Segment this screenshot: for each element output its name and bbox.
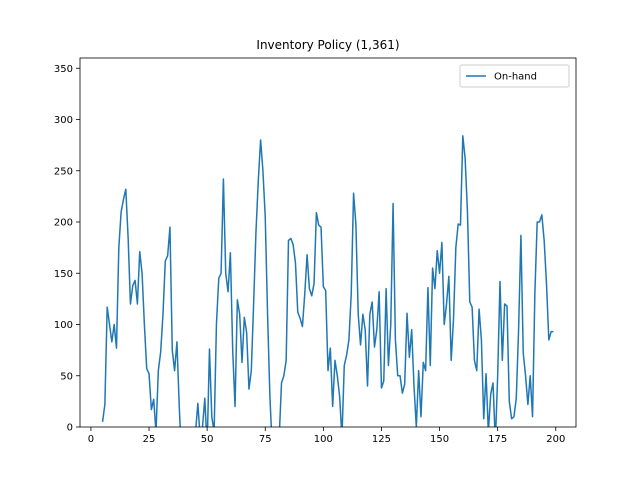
y-tick-label: 50 [60, 371, 73, 382]
y-tick-label: 250 [54, 166, 73, 177]
y-tick-label: 300 [54, 115, 73, 126]
x-tick-label: 200 [546, 434, 565, 445]
plot-area [101, 135, 554, 427]
x-tick-label: 100 [314, 434, 333, 445]
data-line [101, 135, 554, 427]
x-tick-label: 150 [430, 434, 449, 445]
y-tick-label: 150 [54, 269, 73, 280]
x-tick-label: 125 [372, 434, 391, 445]
x-tick-label: 25 [143, 434, 156, 445]
y-tick-label: 0 [67, 423, 73, 434]
x-tick-label: 50 [201, 434, 214, 445]
axes-frame [79, 57, 577, 428]
chart-title: Inventory Policy (1,361) [256, 38, 399, 52]
legend-box [459, 64, 570, 88]
y-tick-label: 200 [54, 218, 73, 229]
x-tick-label: 75 [259, 434, 272, 445]
y-tick-label: 100 [54, 320, 73, 331]
y-tick-label: 350 [54, 64, 73, 75]
x-tick-label: 175 [488, 434, 507, 445]
x-tick-label: 0 [88, 434, 94, 445]
legend-label: On-hand [494, 72, 537, 83]
